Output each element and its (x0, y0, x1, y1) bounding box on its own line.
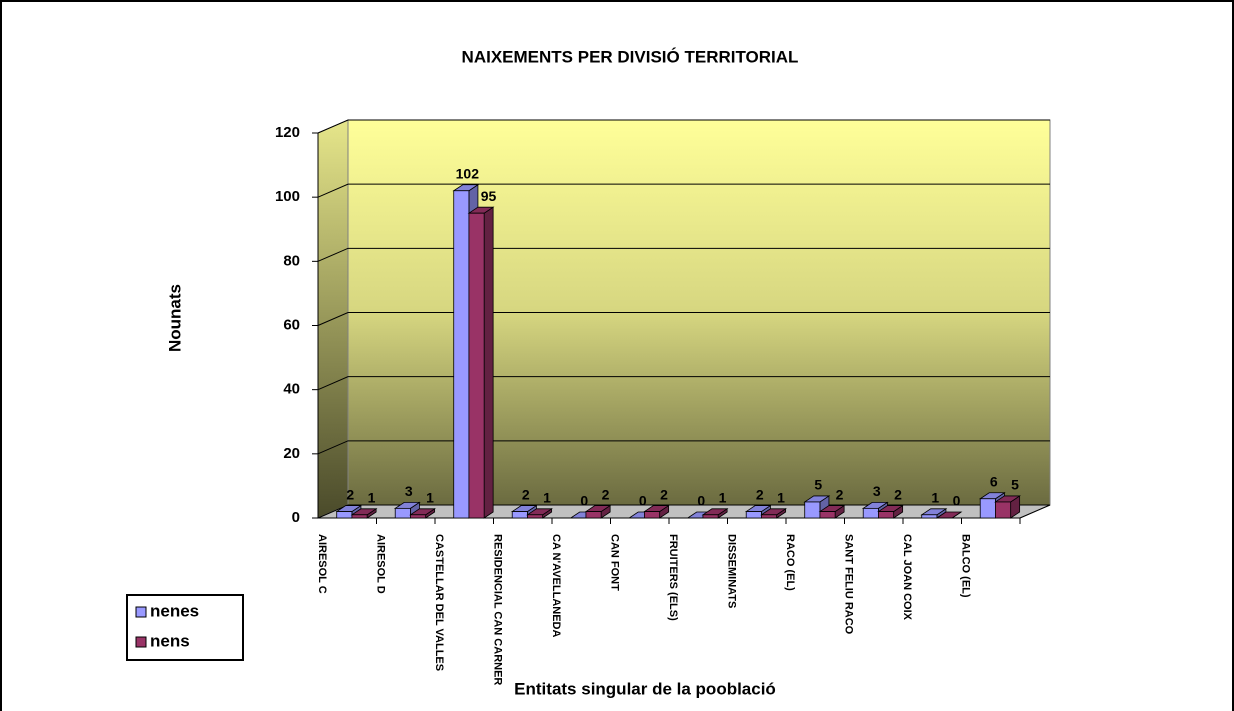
legend (126, 594, 244, 661)
value-label: 2 (602, 486, 610, 502)
bar (819, 511, 836, 519)
y-tick-label: 40 (283, 381, 300, 398)
bar (468, 212, 485, 519)
legend-swatch (135, 606, 147, 618)
value-label: 1 (543, 489, 551, 505)
bar (511, 511, 528, 519)
bar (979, 498, 996, 519)
bar (410, 514, 427, 519)
x-tick-label: AIRESOL C (316, 534, 328, 594)
x-tick-label: AIRESOL D (375, 534, 387, 594)
value-label: 0 (580, 493, 588, 509)
x-tick-label: RACO (EL) (784, 534, 796, 591)
value-label: 1 (777, 489, 785, 505)
legend-swatch (135, 636, 147, 648)
value-label: 2 (522, 486, 530, 502)
y-tick-label: 0 (292, 509, 300, 526)
value-label: 5 (1011, 477, 1019, 493)
bar (527, 514, 544, 519)
bar (804, 501, 821, 519)
y-tick-label: 20 (283, 445, 300, 462)
value-label: 1 (368, 489, 376, 505)
grid-line (317, 247, 1050, 262)
x-tick-label: BALCO (EL) (960, 534, 972, 598)
x-tick-label: CA N'AVELLANEDA (550, 534, 562, 638)
value-label: 5 (814, 477, 822, 493)
value-label: 2 (836, 486, 844, 502)
value-label: 2 (894, 486, 902, 502)
grid-line (317, 119, 1050, 134)
bar (745, 511, 762, 519)
x-tick-label: RESIDENCIAL CAN CARNER (492, 534, 504, 685)
bar (336, 511, 353, 519)
value-label: 0 (639, 493, 647, 509)
value-label: 1 (426, 489, 434, 505)
bar (351, 514, 368, 519)
value-label: 95 (481, 188, 497, 204)
bar (585, 511, 602, 519)
x-axis-depth (1019, 504, 1051, 519)
legend-label: nens (150, 631, 190, 650)
value-label: 1 (719, 489, 727, 505)
bar (702, 514, 719, 519)
y-tick-label: 120 (275, 124, 300, 141)
bar (921, 514, 938, 519)
bar (761, 514, 778, 519)
bar (862, 507, 879, 519)
grid-line (317, 376, 1050, 391)
value-label: 0 (697, 493, 705, 509)
value-label: 1 (931, 489, 939, 505)
value-label: 3 (873, 483, 881, 499)
value-label: 102 (456, 165, 480, 181)
x-tick-label: DISSEMINATS (726, 534, 738, 608)
y-tick-label: 100 (275, 188, 300, 205)
legend-label: nenes (150, 601, 199, 620)
bar (878, 511, 895, 519)
value-label: 0 (953, 493, 961, 509)
value-label: 3 (405, 483, 413, 499)
x-tick-label: CAN FONT (609, 534, 621, 591)
x-tick-label: CAL JOAN COIX (901, 534, 913, 621)
x-tick-label: CASTELLAR DEL VALLES (433, 534, 445, 671)
grid-line (317, 440, 1050, 455)
x-tick-label: FRUITERS (ELS) (667, 534, 679, 621)
value-label: 2 (346, 486, 354, 502)
grid-line (317, 312, 1050, 326)
x-axis-title: Entitats singular de la pooblació (514, 679, 776, 698)
bar (995, 501, 1012, 519)
value-label: 2 (756, 486, 764, 502)
bar (453, 190, 470, 519)
y-tick-label: 80 (283, 252, 300, 269)
value-label: 6 (990, 473, 998, 489)
bar (394, 507, 411, 519)
y-axis-title: Nounats (165, 284, 184, 352)
x-tick-label: SANT FELIU RACO (843, 534, 855, 635)
bar-side (483, 206, 494, 519)
value-label: 2 (660, 486, 668, 502)
bar (644, 511, 661, 519)
y-tick-label: 60 (283, 316, 300, 333)
grid-line (317, 183, 1050, 198)
chart-title: NAIXEMENTS PER DIVISIÓ TERRITORIAL (462, 47, 799, 66)
